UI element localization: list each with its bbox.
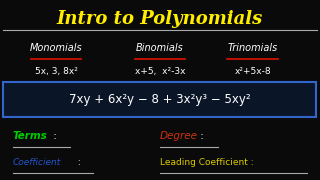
Text: x+5,  x²-3x: x+5, x²-3x [135,67,185,76]
Text: Intro to Polynomials: Intro to Polynomials [57,10,263,28]
Text: Binomials: Binomials [136,43,184,53]
Text: Trinomials: Trinomials [228,43,278,53]
Text: x²+5x-8: x²+5x-8 [235,67,271,76]
Text: 7xy + 6x²y − 8 + 3x²y³ − 5xy²: 7xy + 6x²y − 8 + 3x²y³ − 5xy² [69,93,251,106]
Text: :: : [197,131,204,141]
Text: :: : [75,158,81,167]
Text: Coefficient: Coefficient [13,158,61,167]
Text: Terms: Terms [13,131,48,141]
Text: Degree: Degree [160,131,198,141]
Text: :: : [50,131,56,141]
Text: Leading Coefficient :: Leading Coefficient : [160,158,254,167]
Text: 5x, 3, 8x²: 5x, 3, 8x² [35,67,77,76]
Text: Monomials: Monomials [30,43,82,53]
FancyBboxPatch shape [3,82,316,117]
